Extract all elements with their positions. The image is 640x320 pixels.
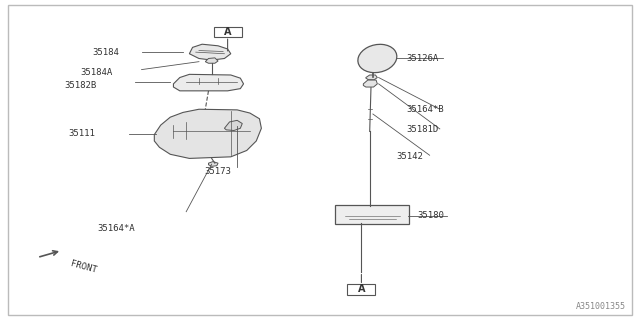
Text: 35181D: 35181D [406,125,438,134]
Polygon shape [364,80,378,87]
Polygon shape [225,120,243,131]
Text: 35184A: 35184A [81,68,113,77]
Polygon shape [205,58,218,63]
Polygon shape [173,74,244,91]
Text: 35142: 35142 [396,152,423,161]
Text: A: A [358,284,365,294]
FancyBboxPatch shape [335,205,409,224]
FancyBboxPatch shape [214,27,242,37]
Text: 35164*A: 35164*A [97,224,135,233]
Text: FRONT: FRONT [70,259,98,275]
Polygon shape [209,162,218,166]
FancyBboxPatch shape [348,284,376,294]
Text: A: A [224,27,231,37]
Text: 35173: 35173 [204,167,231,176]
Polygon shape [154,109,261,158]
Text: 35126A: 35126A [406,54,438,63]
Text: 35180: 35180 [417,211,444,220]
Text: A351001355: A351001355 [576,302,626,311]
Text: 35164*B: 35164*B [406,105,444,114]
Ellipse shape [358,44,397,73]
Polygon shape [366,75,378,80]
Polygon shape [189,44,231,60]
Text: 35111: 35111 [69,130,96,139]
Text: 35182B: 35182B [65,81,97,90]
Text: 35184: 35184 [92,48,119,57]
